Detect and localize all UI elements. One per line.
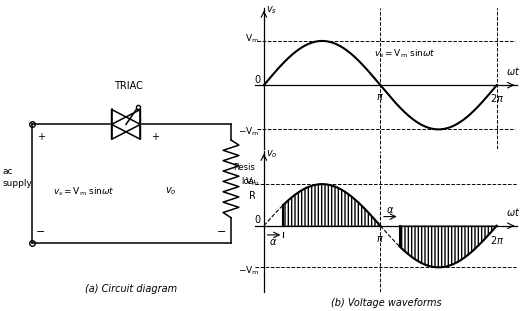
Text: +: +	[151, 132, 159, 142]
Text: $v_s$: $v_s$	[266, 4, 277, 16]
Text: −: −	[217, 227, 226, 237]
Text: $v_o$: $v_o$	[266, 148, 277, 160]
Text: TRIAC: TRIAC	[114, 81, 143, 91]
Text: $-\mathrm{V_m}$: $-\mathrm{V_m}$	[238, 264, 259, 277]
Text: $\pi$: $\pi$	[376, 234, 384, 244]
Text: 0: 0	[255, 215, 261, 225]
Text: $\alpha$: $\alpha$	[386, 205, 394, 215]
Text: $\omega t$: $\omega t$	[506, 65, 521, 77]
Text: $\omega t$: $\omega t$	[506, 206, 521, 218]
Text: R: R	[248, 191, 256, 201]
Text: $2\pi$: $2\pi$	[490, 92, 504, 104]
Text: ac: ac	[3, 167, 13, 175]
Text: +: +	[37, 132, 45, 142]
Text: (b) Voltage waveforms: (b) Voltage waveforms	[331, 298, 441, 308]
Text: $\mathrm{V_m}$: $\mathrm{V_m}$	[246, 32, 259, 45]
Text: Resistive: Resistive	[233, 164, 271, 172]
Text: load,: load,	[242, 178, 262, 186]
Text: $v_s = \mathrm{V_m}$ sin$\omega t$: $v_s = \mathrm{V_m}$ sin$\omega t$	[374, 47, 435, 60]
Text: $-\mathrm{V_m}$: $-\mathrm{V_m}$	[238, 125, 259, 138]
Text: $v_s = \mathrm{V_m}$ sin$\omega t$: $v_s = \mathrm{V_m}$ sin$\omega t$	[53, 185, 115, 197]
Text: $v_o$: $v_o$	[165, 185, 176, 197]
Text: supply: supply	[3, 179, 33, 188]
Text: $\alpha$: $\alpha$	[269, 237, 278, 247]
Text: $\pi$: $\pi$	[376, 92, 384, 102]
Text: (a) Circuit diagram: (a) Circuit diagram	[85, 284, 177, 294]
Text: 0: 0	[255, 75, 261, 85]
Text: $2\pi$: $2\pi$	[490, 234, 504, 246]
Text: $\mathrm{V_m}$: $\mathrm{V_m}$	[246, 176, 259, 188]
Text: −: −	[36, 227, 45, 237]
